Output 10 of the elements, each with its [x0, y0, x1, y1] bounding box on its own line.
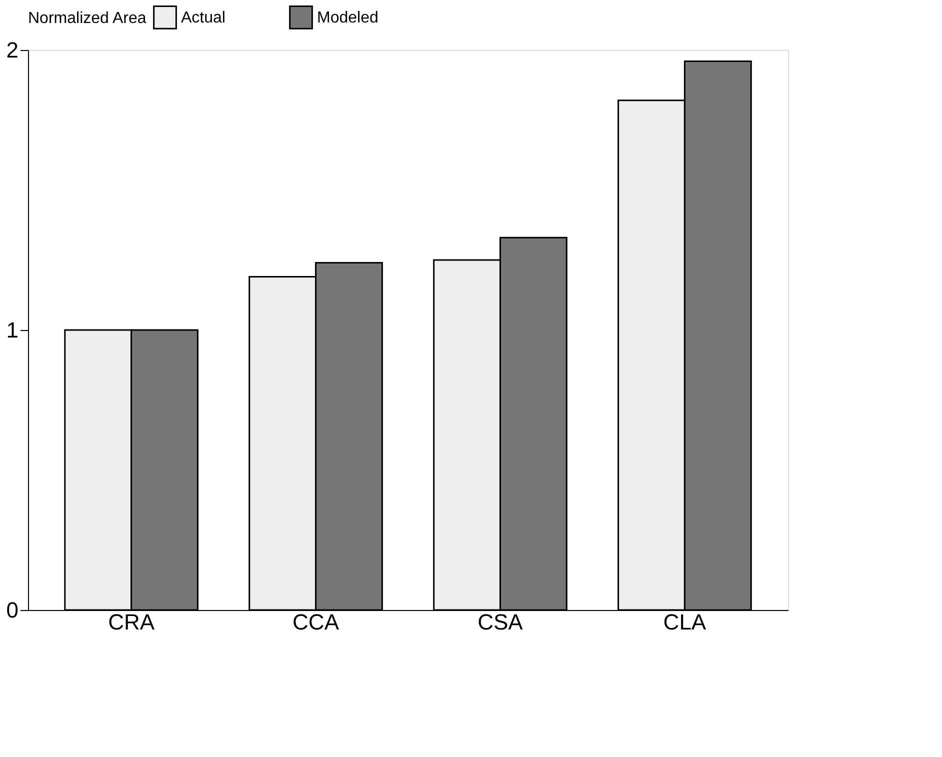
y-tick-label: 2	[6, 38, 18, 62]
x-tick-label: CRA	[108, 610, 155, 634]
legend-label: Modeled	[317, 9, 378, 26]
x-tick-label: CSA	[478, 610, 524, 634]
y-tick-label: 0	[6, 598, 18, 622]
y-tick-label: 1	[6, 318, 18, 342]
x-tick-label: CCA	[292, 610, 340, 634]
legend-label: Actual	[181, 9, 226, 26]
x-tick-label: CLA	[663, 610, 706, 634]
legend-title: Normalized Area	[28, 10, 146, 27]
